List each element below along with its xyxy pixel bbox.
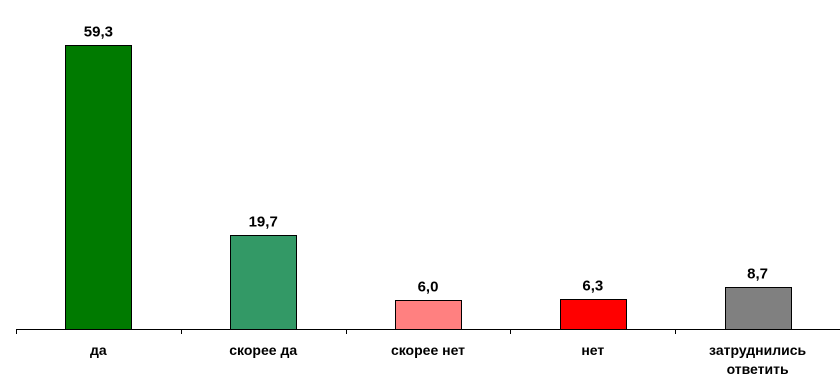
category-labels: да скорее да скорее нет нет затруднились отве… — [90, 342, 806, 377]
bars — [65, 45, 792, 330]
data-label: 59,3 — [84, 24, 113, 41]
category-label: скорее нет — [391, 342, 465, 358]
category-label-line: да — [90, 342, 107, 358]
category-label: да — [90, 342, 107, 358]
category-label: нет — [581, 342, 604, 358]
bar — [65, 45, 132, 330]
bar — [725, 287, 792, 330]
bar — [230, 235, 297, 330]
category-label: затруднились ответить — [709, 342, 806, 377]
x-axis-ticks — [16, 329, 676, 334]
category-label-line: затруднились — [709, 342, 806, 358]
data-label: 8,7 — [747, 266, 768, 283]
bar — [395, 300, 462, 330]
value-labels: 59,3 19,7 6,0 6,3 8,7 — [84, 24, 768, 296]
category-label: скорее да — [229, 342, 297, 358]
bar — [560, 299, 627, 330]
category-label-line: скорее нет — [391, 342, 465, 358]
category-label-line: ответить — [727, 361, 789, 377]
data-label: 6,0 — [418, 279, 439, 296]
data-label: 19,7 — [249, 214, 278, 231]
category-label-line: скорее да — [229, 342, 297, 358]
data-label: 6,3 — [582, 278, 603, 295]
category-label-line: нет — [581, 342, 604, 358]
